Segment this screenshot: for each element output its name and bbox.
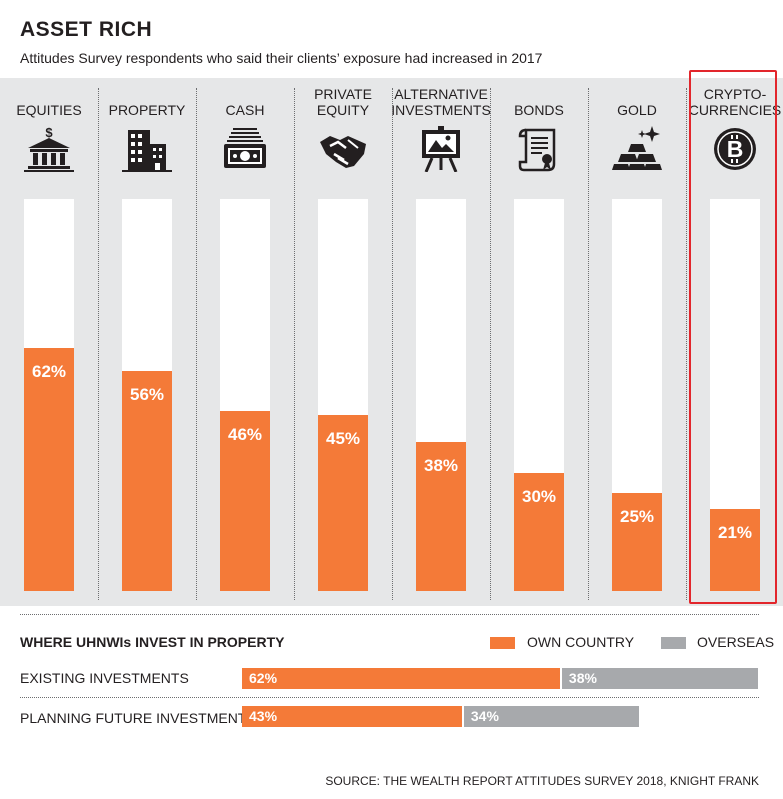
bitcoin-icon: B — [710, 126, 760, 172]
divider — [20, 614, 759, 615]
column-crypto-currencies: CRYPTO- CURRENCIES B 21% — [686, 78, 783, 598]
column-private-equity: PRIVATE EQUITY 45% — [294, 78, 392, 598]
bar-track: 25% — [612, 199, 662, 591]
chart-title: ASSET RICH — [20, 18, 153, 41]
bar — [220, 410, 270, 591]
bar — [318, 414, 368, 591]
bar-value-label: 46% — [227, 424, 263, 444]
column-divider — [98, 88, 99, 600]
column-alternative-investments: ALTERNATIVE INVESTMENTS 38% — [391, 78, 491, 598]
bar-track: 30% — [514, 199, 564, 591]
legend-swatch-overseas — [661, 637, 686, 649]
column-divider — [490, 88, 491, 600]
scroll-icon — [514, 126, 564, 172]
legend-label-overseas: OVERSEAS — [697, 634, 775, 650]
column-equities: EQUITIES $62% — [0, 78, 98, 598]
bar-value-label: 30% — [521, 487, 557, 507]
bar — [122, 371, 172, 591]
easel-painting-icon — [416, 126, 466, 173]
handshake-icon — [318, 126, 368, 172]
hbar-overseas: 34% — [463, 706, 640, 727]
hbar-overseas: 38% — [561, 668, 758, 689]
bar — [416, 442, 466, 591]
bar-value-label: 21% — [717, 522, 753, 542]
bar — [710, 508, 760, 591]
divider — [20, 697, 759, 698]
category-label: PROPERTY — [108, 102, 186, 118]
bar — [612, 493, 662, 591]
bar-value-label: 62% — [31, 361, 67, 381]
svg-text:$: $ — [45, 126, 53, 140]
category-label: PRIVATE EQUITY — [314, 86, 372, 118]
bar-track: 56% — [122, 199, 172, 591]
hbar-own-country: 43% — [242, 706, 462, 727]
column-divider — [686, 88, 687, 600]
bar-value-label: 45% — [325, 428, 361, 448]
hbar-own-country: 62% — [242, 668, 560, 689]
category-label: CRYPTO- CURRENCIES — [688, 86, 782, 118]
row-label-planning: PLANNING FUTURE INVESTMENTS — [20, 710, 256, 726]
bar-track: 38% — [416, 199, 466, 591]
bar-value-label: 25% — [619, 507, 655, 526]
category-label: EQUITIES — [16, 102, 82, 118]
category-label: BONDS — [514, 102, 564, 118]
bar-value-label: 38% — [423, 456, 459, 476]
legend-label-own-country: OWN COUNTRY — [527, 634, 635, 650]
gold-bars-icon — [612, 126, 662, 172]
crypto-highlight-box — [689, 70, 777, 604]
chart-subtitle: Attitudes Survey respondents who said th… — [20, 50, 543, 66]
bar-track: 46% — [220, 199, 270, 591]
cash-stack-icon — [220, 126, 270, 172]
column-cash: CASH 46% — [196, 78, 294, 598]
category-label: GOLD — [617, 102, 657, 118]
column-divider — [588, 88, 589, 600]
column-divider — [196, 88, 197, 600]
bar-track: 21% — [710, 199, 760, 591]
bar — [514, 473, 564, 591]
column-bonds: BONDS 30% — [490, 78, 588, 598]
svg-text:B: B — [727, 136, 744, 162]
bar-value-label: 56% — [129, 385, 165, 405]
property-chart-title: WHERE UHNWIs INVEST IN PROPERTY — [20, 634, 285, 650]
column-divider — [294, 88, 295, 600]
column-property: PROPERTY 56% — [98, 78, 196, 598]
column-divider — [392, 88, 393, 600]
bar — [24, 347, 74, 591]
column-gold: GOLD 25% — [588, 78, 686, 598]
row-label-existing: EXISTING INVESTMENTS — [20, 670, 189, 686]
bar-track: 45% — [318, 199, 368, 591]
bar-track: 62% — [24, 199, 74, 591]
category-label: CASH — [225, 102, 265, 118]
buildings-icon — [122, 126, 172, 172]
bank-icon: $ — [24, 125, 74, 172]
source-note: SOURCE: THE WEALTH REPORT ATTITUDES SURV… — [325, 774, 759, 788]
legend-swatch-own-country — [490, 637, 515, 649]
category-label: ALTERNATIVE INVESTMENTS — [391, 86, 491, 118]
